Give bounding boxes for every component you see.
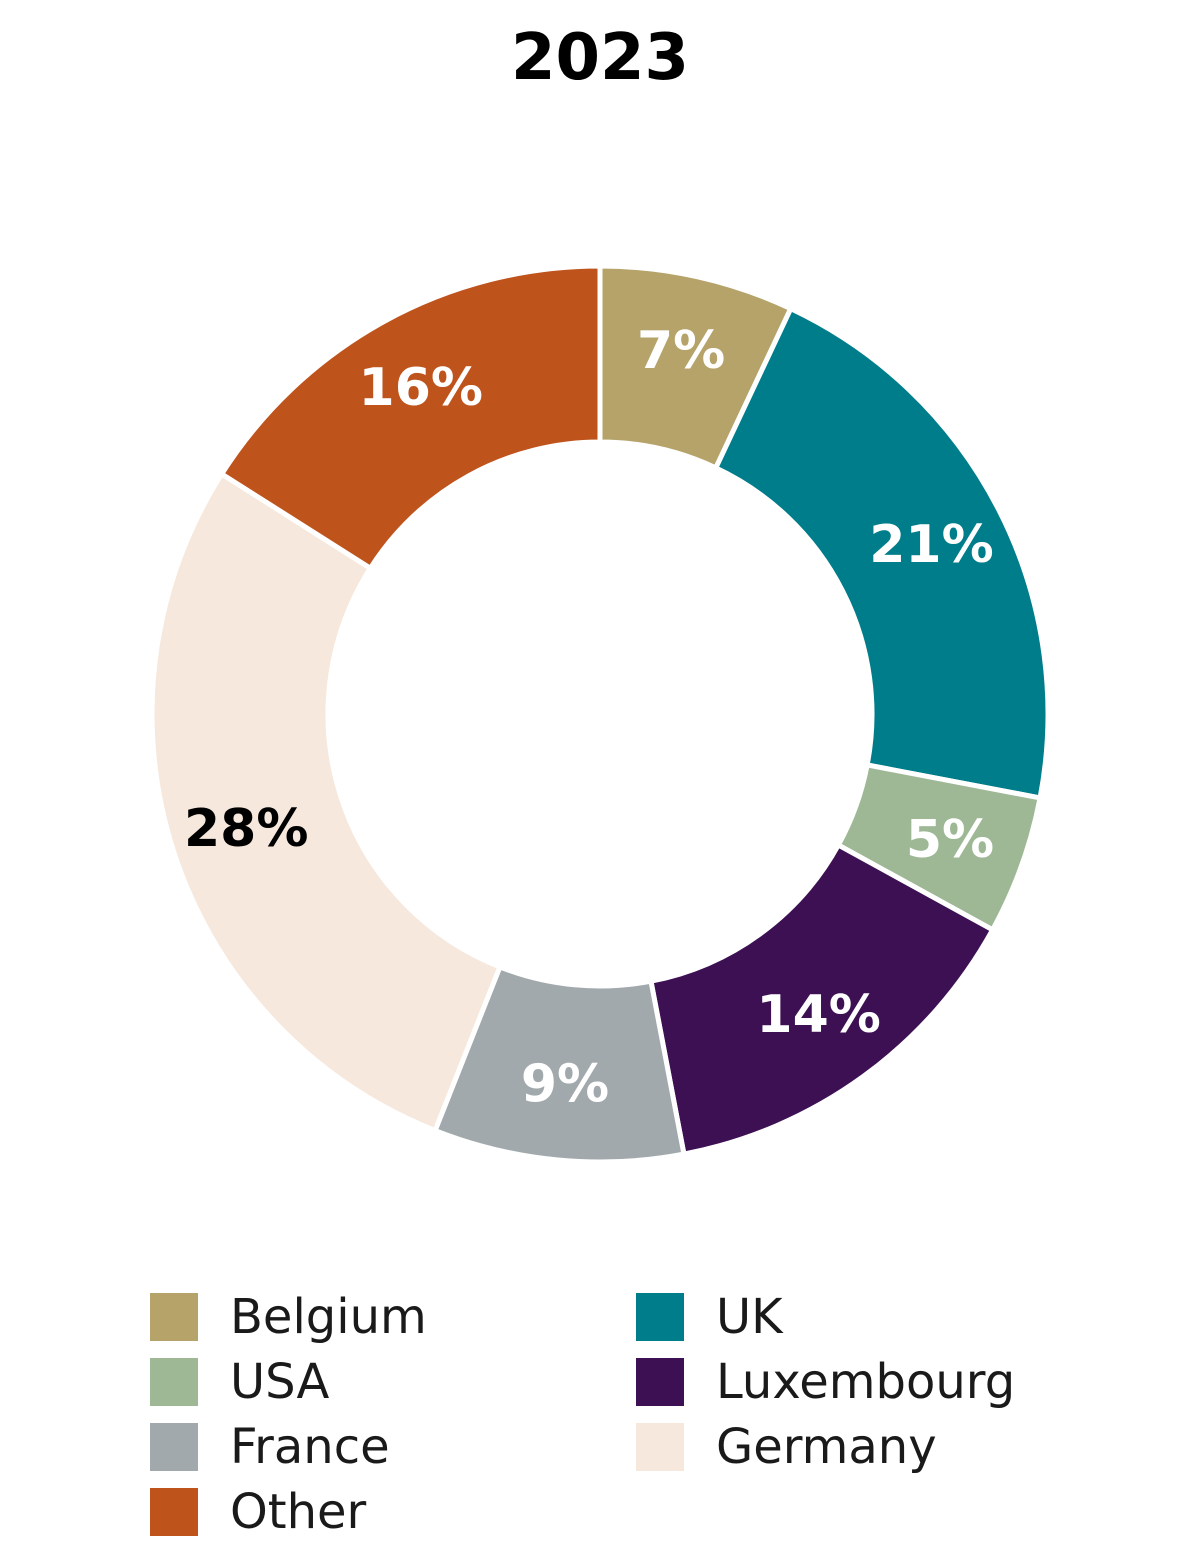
slice-label-usa: 5% [906,810,994,870]
slice-uk [712,305,1051,801]
legend-item-uk: UK [636,1292,783,1342]
donut-labels: 7% 21% 5% 14% 9% 28% 16% [184,321,994,1114]
legend-label-luxembourg: Luxembourg [716,1354,1016,1410]
legend-label-other: Other [230,1484,367,1540]
legend-swatch-germany [636,1423,684,1471]
slice-label-belgium: 7% [637,321,725,381]
legend: Belgium USA France Other UK Luxembourg Germany [150,1292,1110,1542]
legend-label-germany: Germany [716,1419,937,1475]
donut-slices [149,263,1051,1165]
slice-label-other: 16% [359,358,483,418]
legend-swatch-luxembourg [636,1358,684,1406]
chart-title: 2023 [510,21,690,95]
legend-swatch-other [150,1488,198,1536]
slice-label-luxembourg: 14% [756,985,880,1045]
legend-item-usa: USA [150,1357,329,1407]
slice-label-germany: 28% [184,799,308,859]
slice-germany [149,470,504,1134]
legend-swatch-usa [150,1358,198,1406]
slice-label-uk: 21% [869,515,993,575]
legend-swatch-france [150,1423,198,1471]
slice-luxembourg [648,841,996,1157]
legend-item-germany: Germany [636,1422,937,1472]
legend-label-uk: UK [716,1289,783,1345]
legend-item-france: France [150,1422,390,1472]
legend-label-france: France [230,1419,390,1475]
slice-other [218,263,603,572]
legend-label-usa: USA [230,1354,330,1410]
legend-item-belgium: Belgium [150,1292,427,1342]
legend-swatch-belgium [150,1293,198,1341]
legend-item-luxembourg: Luxembourg [636,1357,1015,1407]
legend-label-belgium: Belgium [230,1289,427,1345]
legend-swatch-uk [636,1293,684,1341]
slice-label-france: 9% [521,1054,609,1114]
legend-item-other: Other [150,1487,366,1537]
